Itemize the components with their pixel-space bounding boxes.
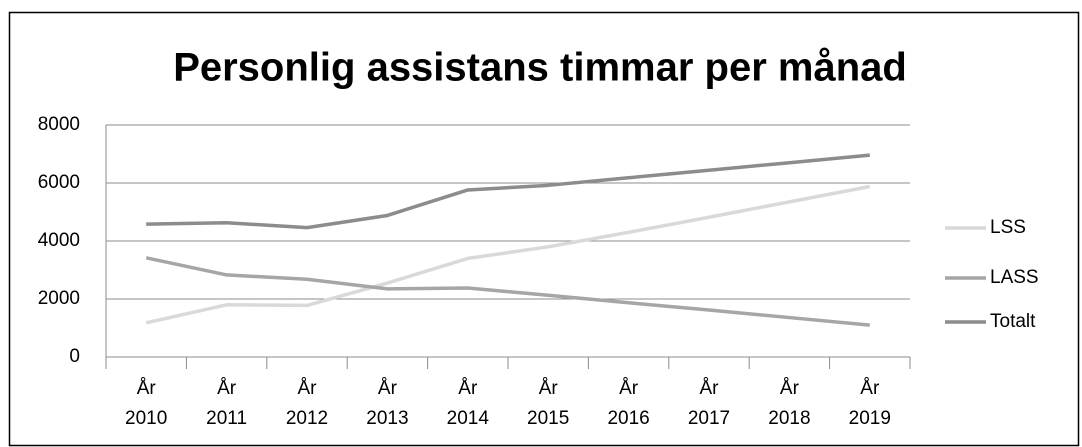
y-tick-label: 8000 [38,114,80,135]
x-tick-label: År 2015 [527,378,570,429]
x-tick-label: År 2012 [285,378,329,429]
x-tick-label: År 2017 [687,378,731,429]
x-tick-label: År 2013 [366,378,409,429]
y-tick-label: 4000 [38,230,80,251]
chart-title: Personlig assistans timmar per månad [173,46,907,90]
x-tick-label: År 2014 [446,378,489,429]
chart-frame [8,11,1080,447]
y-tick-label: 2000 [38,288,80,309]
legend-label: LASS [990,267,1039,288]
x-tick-label: År 2018 [768,378,811,429]
legend-label: Totalt [990,311,1036,332]
series-line [145,184,871,325]
x-tick-label: År 2016 [607,378,650,429]
x-tick-label: År 2019 [848,378,891,429]
series-line [145,256,870,327]
y-tick-label: 0 [69,346,80,367]
y-tick-label: 6000 [38,172,80,193]
legend-label: LSS [990,217,1026,238]
series-line [146,153,870,230]
x-tick-label: År 2011 [206,378,248,429]
x-tick-label: År 2010 [125,378,168,429]
